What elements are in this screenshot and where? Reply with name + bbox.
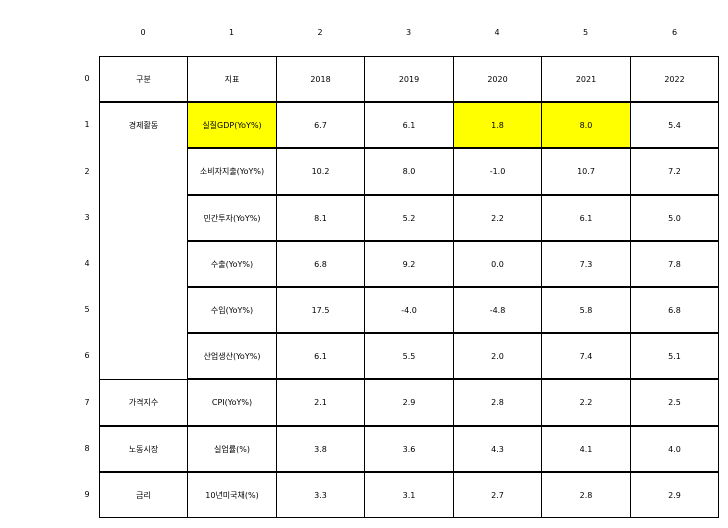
table-cell: 5.1: [630, 333, 719, 379]
table-cell: 2021: [541, 56, 630, 102]
column-index-label: 6: [671, 28, 678, 37]
row-index-label: 9: [84, 490, 90, 499]
table-cell: 경제활동: [99, 102, 187, 148]
table-cell: 6.1: [541, 195, 630, 241]
table-cell: 3.6: [364, 426, 453, 472]
table-cell: 수입(YoY%): [187, 287, 276, 333]
row-index-label: 5: [84, 305, 90, 314]
table-cell: 2.9: [630, 472, 719, 518]
table-cell: 2.2: [453, 195, 541, 241]
row-index-label: 4: [84, 259, 90, 268]
row-index-label: 6: [84, 351, 90, 360]
table-cell: [99, 148, 187, 195]
table-cell: 1.8: [453, 102, 541, 148]
table-cell: 7.8: [630, 241, 719, 287]
table-cell: 실질GDP(YoY%): [187, 102, 276, 148]
row-index-label: 3: [84, 213, 90, 222]
table-cell: 산업생산(YoY%): [187, 333, 276, 379]
table-cell: 6.8: [630, 287, 719, 333]
column-index-label: 0: [140, 28, 146, 37]
column-index-label: 2: [317, 28, 323, 37]
table-cell: 3.1: [364, 472, 453, 518]
table-cell: 가격지수: [99, 379, 187, 426]
table-cell: 6.7: [276, 102, 364, 148]
table-cell: 2.9: [364, 379, 453, 426]
table-cell: 10.2: [276, 148, 364, 195]
table-cell: 8.0: [541, 102, 630, 148]
table-cell: 2.8: [453, 379, 541, 426]
row-index-label: 2: [84, 166, 90, 176]
table-cell: 민간투자(YoY%): [187, 195, 276, 241]
table-cell: 2.7: [453, 472, 541, 518]
row-index-label: 0: [84, 74, 90, 83]
table-cell: 8.0: [364, 148, 453, 195]
table-cell: 5.0: [630, 195, 719, 241]
table-cell: 실업률(%): [187, 426, 276, 472]
table-cell: 5.5: [364, 333, 453, 379]
table-cell: 5.2: [364, 195, 453, 241]
table-cell: 4.1: [541, 426, 630, 472]
table-cell: [99, 333, 187, 379]
table-cell: 0.0: [453, 241, 541, 287]
table-cell: 지표: [187, 56, 276, 102]
table-cell: 2022: [630, 56, 719, 102]
table-cell: 2018: [276, 56, 364, 102]
table-cell: 2020: [453, 56, 541, 102]
table-cell: 2019: [364, 56, 453, 102]
table-cell: 노동시장: [99, 426, 187, 472]
table-cell: 5.8: [541, 287, 630, 333]
table-cell: 3.8: [276, 426, 364, 472]
table-cell: 3.3: [276, 472, 364, 518]
table-cell: 17.5: [276, 287, 364, 333]
table-cell: 9.2: [364, 241, 453, 287]
column-index-label: 3: [405, 28, 412, 37]
table-cell: 4.0: [630, 426, 719, 472]
table-cell: -1.0: [453, 148, 541, 195]
table-cell: 7.3: [541, 241, 630, 287]
column-index-label: 1: [228, 28, 235, 37]
table-cell: 6.1: [276, 333, 364, 379]
table-cell: 5.4: [630, 102, 719, 148]
table-cell: 2.1: [276, 379, 364, 426]
table-cell: 6.1: [364, 102, 453, 148]
row-index-label: 8: [84, 444, 90, 453]
table-cell: -4.0: [364, 287, 453, 333]
table-cell: 7.2: [630, 148, 719, 195]
column-index-label: 4: [494, 28, 500, 37]
table-cell: [99, 195, 187, 241]
table-cell: 8.1: [276, 195, 364, 241]
table-cell: 2.2: [541, 379, 630, 426]
table-cell: 소비자지출(YoY%): [187, 148, 276, 195]
table-cell: 2.8: [541, 472, 630, 518]
table-cell: 10년미국채(%): [187, 472, 276, 518]
table-cell: 금리: [99, 472, 187, 518]
table-cell: 2.0: [453, 333, 541, 379]
table-cell: -4.8: [453, 287, 541, 333]
column-index-label: 5: [582, 28, 589, 37]
table-cell: 2.5: [630, 379, 719, 426]
table-cell: 수출(YoY%): [187, 241, 276, 287]
table-cell: [99, 241, 187, 287]
table-cell: 4.3: [453, 426, 541, 472]
table-cell: CPI(YoY%): [187, 379, 276, 426]
row-index-label: 7: [84, 397, 90, 407]
table-cell: 6.8: [276, 241, 364, 287]
row-index-label: 1: [84, 120, 90, 129]
table-cell: 10.7: [541, 148, 630, 195]
table-cell: 구분: [99, 56, 187, 102]
table-cell: 7.4: [541, 333, 630, 379]
table-cell: [99, 287, 187, 333]
